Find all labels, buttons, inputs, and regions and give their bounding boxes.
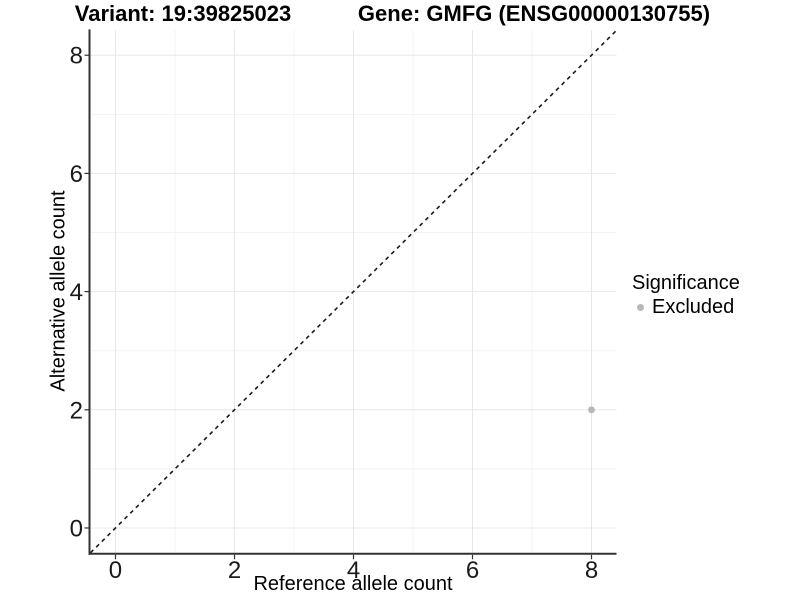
excluded-point-icon (637, 303, 644, 311)
legend-entry: Excluded (630, 295, 740, 319)
y-tick-label: 8 (70, 43, 83, 70)
x-tick-label: 8 (585, 557, 598, 584)
y-tick-label: 0 (70, 515, 83, 542)
x-axis-title: Reference allele count (253, 573, 453, 595)
legend-title: Significance (632, 272, 740, 294)
plot-title-gene: Gene: GMFG (ENSG00000130755) (357, 1, 711, 26)
x-tick-label: 2 (228, 557, 241, 584)
y-tick-label: 2 (70, 397, 83, 424)
legend-entry-label: Excluded (652, 296, 735, 318)
plot-title-variant: Variant: 19:39825023 (74, 1, 292, 26)
x-tick-label: 6 (466, 557, 479, 584)
identity-line (89, 29, 618, 554)
legend: Significance Excluded (630, 271, 740, 319)
data-point (588, 406, 595, 414)
y-tick-label: 6 (70, 161, 83, 188)
x-tick-label: 4 (347, 557, 360, 584)
y-axis-title: Alternative allele count (47, 190, 70, 392)
x-tick-label: 0 (109, 557, 122, 584)
y-tick-label: 4 (70, 279, 83, 306)
